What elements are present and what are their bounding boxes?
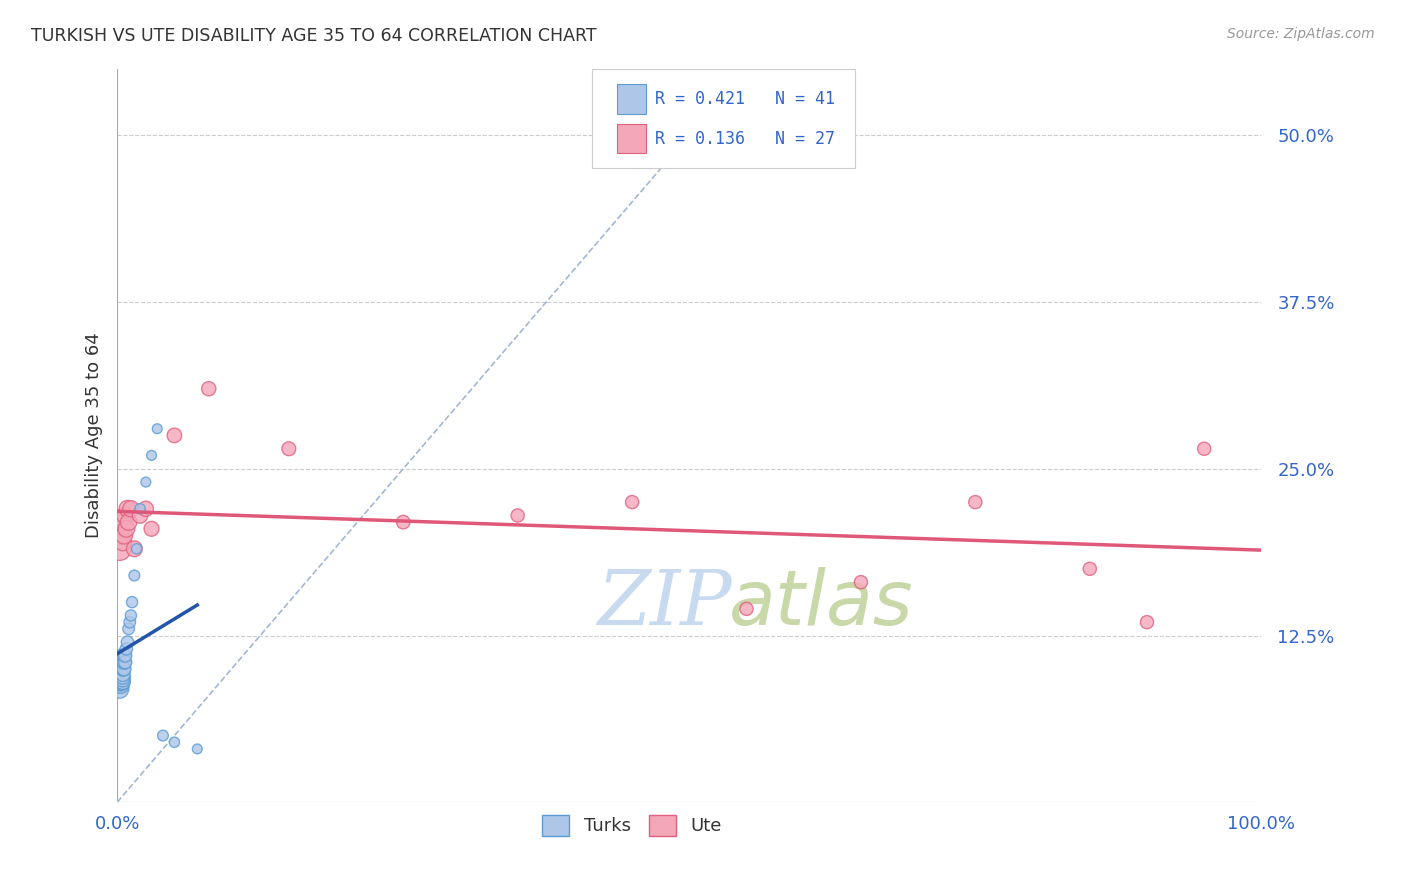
FancyBboxPatch shape bbox=[617, 124, 645, 153]
Point bbox=[110, 662, 132, 676]
Point bbox=[621, 495, 644, 509]
Point bbox=[114, 508, 136, 523]
Point bbox=[110, 667, 132, 681]
Point bbox=[111, 673, 134, 687]
Point bbox=[186, 742, 208, 756]
Point bbox=[117, 635, 139, 649]
Point bbox=[111, 535, 134, 549]
Point bbox=[849, 575, 872, 590]
Point bbox=[111, 667, 134, 681]
Point bbox=[110, 678, 132, 692]
Text: ZIP: ZIP bbox=[598, 567, 733, 641]
Point bbox=[111, 662, 134, 676]
Point bbox=[120, 501, 142, 516]
Point bbox=[112, 662, 135, 676]
Point bbox=[146, 422, 169, 436]
Point bbox=[125, 541, 148, 556]
Point bbox=[1078, 562, 1101, 576]
Point bbox=[965, 495, 987, 509]
Point bbox=[117, 515, 139, 529]
Point bbox=[1136, 615, 1159, 629]
Point bbox=[115, 522, 138, 536]
Point bbox=[111, 522, 134, 536]
Point bbox=[277, 442, 299, 456]
Point bbox=[129, 501, 152, 516]
Point bbox=[111, 655, 134, 669]
Point bbox=[124, 541, 146, 556]
Text: R = 0.421   N = 41: R = 0.421 N = 41 bbox=[655, 90, 835, 109]
Point bbox=[124, 568, 146, 582]
Point bbox=[392, 515, 415, 529]
Point bbox=[111, 648, 134, 663]
Point bbox=[112, 648, 135, 663]
Point bbox=[129, 508, 152, 523]
Point bbox=[111, 673, 134, 687]
Point bbox=[110, 675, 132, 690]
Point bbox=[110, 673, 132, 687]
Point bbox=[110, 528, 132, 542]
Point bbox=[163, 428, 186, 442]
FancyBboxPatch shape bbox=[592, 69, 855, 168]
Point bbox=[108, 681, 131, 696]
Point bbox=[108, 541, 131, 556]
Point bbox=[117, 501, 139, 516]
Point bbox=[111, 670, 134, 684]
Point bbox=[111, 655, 134, 669]
Point bbox=[111, 675, 134, 690]
Point bbox=[108, 675, 131, 690]
Point bbox=[135, 475, 157, 489]
Text: atlas: atlas bbox=[730, 567, 914, 641]
Point bbox=[115, 641, 138, 656]
Point bbox=[152, 729, 174, 743]
Point bbox=[163, 735, 186, 749]
Point bbox=[197, 382, 219, 396]
Point bbox=[114, 655, 136, 669]
Point bbox=[114, 648, 136, 663]
Point bbox=[1192, 442, 1215, 456]
FancyBboxPatch shape bbox=[617, 85, 645, 114]
Point bbox=[735, 602, 758, 616]
Point bbox=[506, 508, 529, 523]
Y-axis label: Disability Age 35 to 64: Disability Age 35 to 64 bbox=[86, 333, 103, 538]
Point bbox=[111, 515, 134, 529]
Point bbox=[118, 615, 141, 629]
Point bbox=[111, 662, 134, 676]
Point bbox=[111, 668, 134, 682]
Point bbox=[141, 449, 163, 463]
Point bbox=[112, 655, 135, 669]
Text: R = 0.136   N = 27: R = 0.136 N = 27 bbox=[655, 130, 835, 148]
Point bbox=[141, 522, 163, 536]
Point bbox=[121, 595, 143, 609]
Point bbox=[135, 501, 157, 516]
Legend: Turks, Ute: Turks, Ute bbox=[533, 805, 731, 845]
Point bbox=[112, 528, 135, 542]
Text: TURKISH VS UTE DISABILITY AGE 35 TO 64 CORRELATION CHART: TURKISH VS UTE DISABILITY AGE 35 TO 64 C… bbox=[31, 27, 596, 45]
Point bbox=[120, 608, 142, 623]
Point bbox=[111, 675, 134, 690]
Point bbox=[108, 673, 131, 687]
Text: Source: ZipAtlas.com: Source: ZipAtlas.com bbox=[1227, 27, 1375, 41]
Point bbox=[110, 670, 132, 684]
Point bbox=[117, 622, 139, 636]
